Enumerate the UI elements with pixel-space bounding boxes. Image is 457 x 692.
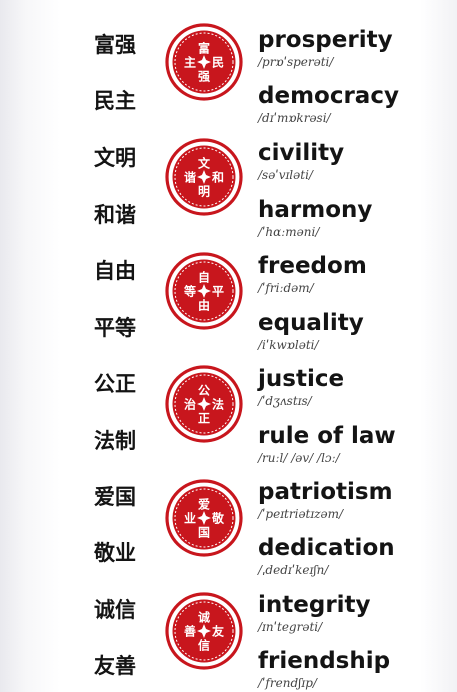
seal-char-bottom: 明 — [198, 185, 210, 199]
seal-char-left: 谐 — [184, 170, 196, 185]
vocab-row-freedom: 自由 freedom /ˈfriːdəm/ — [0, 248, 457, 304]
phonetic-transcription: /prɒˈsperəti/ — [258, 55, 334, 69]
english-term: equality — [258, 310, 364, 336]
seal-char-right: 法 — [212, 397, 224, 412]
seal-char-bottom: 由 — [198, 298, 210, 313]
phonetic-transcription: /ˈhɑːməni/ — [258, 225, 320, 239]
vocab-row-harmony: 和谐 harmony /ˈhɑːməni/ — [0, 192, 457, 248]
seal-dotted-ring — [174, 147, 234, 207]
seal-dotted-ring — [174, 374, 234, 434]
seal-dotted-ring — [174, 32, 234, 92]
seal-center-ornament — [197, 624, 211, 638]
chinese-term: 法制 — [94, 429, 136, 453]
seal-center-ornament — [197, 170, 211, 184]
seal-char-left: 治 — [184, 397, 196, 412]
english-term: friendship — [258, 648, 391, 674]
phonetic-transcription: /ˈpeɪtriətɪzəm/ — [258, 507, 344, 521]
english-term: democracy — [258, 83, 399, 109]
seal-char-right: 平 — [212, 285, 224, 299]
seal-char-top: 自 — [198, 270, 210, 285]
seal-char-left: 业 — [184, 511, 196, 526]
seal-dotted-ring — [174, 488, 234, 548]
phonetic-transcription: /dɪˈmɒkrəsi/ — [258, 111, 331, 125]
seal-center-ornament — [197, 284, 211, 298]
chinese-term: 平等 — [94, 316, 136, 340]
chinese-term: 友善 — [94, 654, 136, 678]
vocab-row-dedication: 敬业 dedication /ˌdedɪˈkeɪʃn/ — [0, 530, 457, 586]
vocab-row-justice: 公正 justice /ˈdʒʌstɪs/ — [0, 361, 457, 417]
seal-char-top: 富 — [198, 41, 210, 56]
seal-civility-harmony: 文 和 明 谐 — [164, 137, 244, 217]
seal-outer-ring — [165, 365, 243, 443]
seal-dotted-ring — [174, 601, 234, 661]
seal-outer-ring — [165, 479, 243, 557]
seal-char-top: 文 — [198, 156, 211, 171]
english-term: civility — [258, 140, 345, 166]
vocab-row-rule-of-law: 法制 rule of law /ruːl/ /əv/ /lɔː/ — [0, 418, 457, 474]
seal-char-bottom: 正 — [198, 412, 210, 426]
phonetic-transcription: /ɪnˈtegrəti/ — [258, 620, 323, 634]
seal-char-top: 公 — [198, 384, 210, 398]
vocab-row-prosperity: 富强 prosperity /prɒˈsperəti/ — [0, 22, 457, 78]
seal-char-right: 友 — [211, 624, 224, 639]
seal-outer-ring — [165, 252, 243, 330]
seal-freedom-equality: 自 平 由 等 — [164, 251, 244, 331]
english-term: freedom — [258, 253, 367, 279]
seal-outer-ring — [165, 138, 243, 216]
vocab-row-equality: 平等 equality /iˈkwɒləti/ — [0, 305, 457, 361]
seal-char-bottom: 国 — [198, 526, 210, 540]
chinese-term: 公正 — [94, 372, 136, 396]
english-term: integrity — [258, 592, 371, 618]
chinese-term: 和谐 — [94, 203, 136, 227]
english-term: justice — [258, 366, 345, 392]
seal-justice-rule-of-law: 公 法 正 治 — [164, 364, 244, 444]
vocab-row-civility: 文明 civility /səˈvɪləti/ — [0, 135, 457, 191]
seal-char-top: 诚 — [198, 610, 210, 625]
phonetic-transcription: /iˈkwɒləti/ — [258, 338, 319, 352]
seal-char-left: 主 — [184, 55, 196, 70]
phonetic-transcription: /ˌdedɪˈkeɪʃn/ — [258, 563, 329, 577]
vocab-row-patriotism: 爱国 patriotism /ˈpeɪtriətɪzəm/ — [0, 474, 457, 530]
english-term: rule of law — [258, 423, 396, 449]
phonetic-transcription: /ˈfrendʃɪp/ — [258, 676, 317, 690]
vocab-row-integrity: 诚信 integrity /ɪnˈtegrəti/ — [0, 587, 457, 643]
chinese-term: 文明 — [94, 146, 136, 170]
english-term: harmony — [258, 197, 373, 223]
seal-char-left: 善 — [184, 624, 196, 639]
seal-outer-ring — [165, 23, 243, 101]
seal-patriotism-dedication: 爱 敬 国 业 — [164, 478, 244, 558]
seal-center-ornament — [197, 397, 211, 411]
english-term: patriotism — [258, 479, 393, 505]
phonetic-transcription: /səˈvɪləti/ — [258, 168, 313, 182]
seal-outer-ring — [165, 592, 243, 670]
seal-char-bottom: 信 — [198, 638, 210, 653]
seal-integrity-friendship: 诚 友 信 善 — [164, 591, 244, 671]
chinese-term: 富强 — [94, 33, 136, 57]
chinese-term: 敬业 — [94, 541, 136, 565]
seal-char-right: 和 — [211, 170, 224, 185]
seal-char-left: 等 — [183, 284, 196, 299]
vocab-row-friendship: 友善 friendship /ˈfrendʃɪp/ — [0, 643, 457, 692]
seal-char-bottom: 强 — [198, 70, 210, 84]
phonetic-transcription: /ˈdʒʌstɪs/ — [258, 394, 312, 408]
seal-prosperity-democracy: 富 民 强 主 — [164, 22, 244, 102]
chinese-term: 民主 — [94, 89, 136, 113]
vocab-row-democracy: 民主 democracy /dɪˈmɒkrəsi/ — [0, 78, 457, 134]
seal-dotted-ring — [174, 261, 234, 321]
english-term: prosperity — [258, 27, 393, 53]
phonetic-transcription: /ˈfriːdəm/ — [258, 281, 314, 295]
seal-char-right: 民 — [212, 56, 224, 70]
english-term: dedication — [258, 535, 395, 561]
chinese-term: 自由 — [94, 259, 136, 283]
seal-center-ornament — [197, 511, 211, 525]
seal-char-top: 爱 — [198, 497, 210, 512]
chinese-term: 诚信 — [94, 598, 136, 622]
seal-char-right: 敬 — [211, 511, 225, 526]
seal-center-ornament — [197, 55, 211, 69]
phonetic-transcription: /ruːl/ /əv/ /lɔː/ — [258, 451, 340, 465]
chinese-term: 爱国 — [94, 485, 136, 509]
